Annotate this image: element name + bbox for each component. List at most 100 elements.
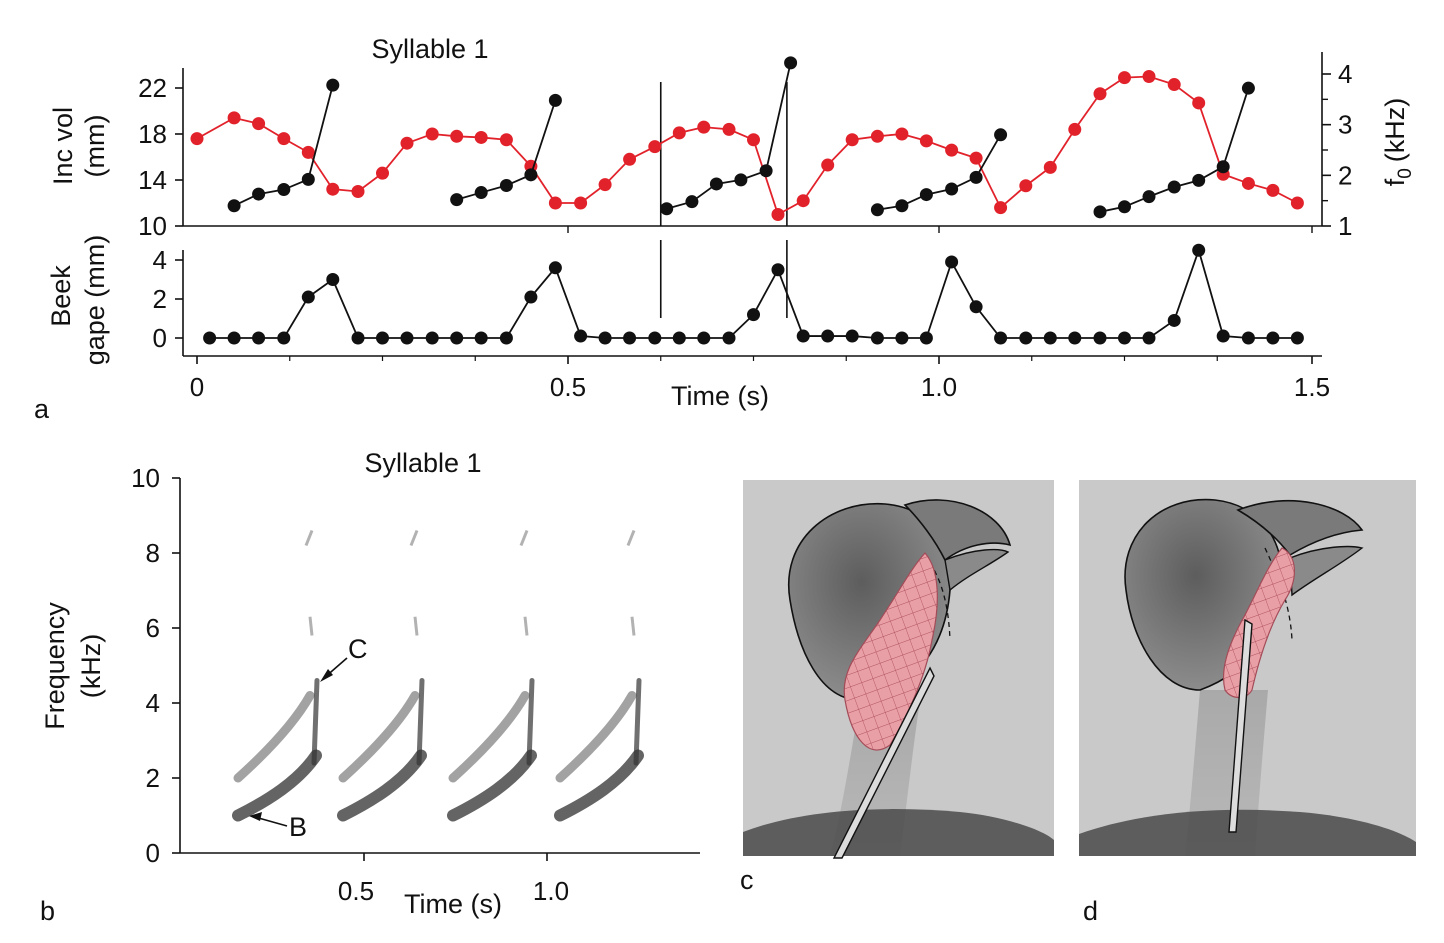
beek-gape-point: [623, 331, 637, 345]
ytick-label-f0: 3: [1338, 110, 1352, 140]
inc-vol-point: [969, 151, 983, 165]
inc-vol-point: [548, 196, 562, 210]
inc-vol-point: [623, 152, 637, 166]
f0-point: [919, 188, 933, 202]
ytick-label-inc-vol: 22: [138, 73, 167, 103]
beek-gape-point: [277, 331, 291, 345]
inc-vol-point: [697, 120, 711, 134]
ytick-label-frequency: 4: [146, 688, 160, 718]
panel-letter-a: a: [34, 394, 50, 424]
inc-vol-point: [574, 196, 588, 210]
high-component: [304, 529, 314, 547]
beek-gape-point: [227, 331, 241, 345]
inc-vol-point: [376, 166, 389, 180]
svg-text:C: C: [348, 634, 368, 664]
ylabel-inc-vol: Inc vol (mm): [48, 107, 110, 185]
inc-vol-point: [425, 127, 439, 141]
ytick-label-f0: 4: [1338, 59, 1352, 89]
ylabel-frequency-line2: (kHz): [76, 634, 106, 698]
sweep: [633, 678, 642, 766]
xtick-label-time: 0: [190, 372, 204, 402]
panel-c-image: c: [740, 480, 1054, 895]
f0-point: [660, 202, 674, 216]
beek-gape-point: [1068, 331, 1082, 345]
f0-point: [734, 173, 748, 187]
f0-point: [548, 93, 562, 107]
inc-vol-point: [648, 140, 662, 154]
beek-gape-point: [1142, 331, 1156, 345]
inc-vol-point: [1118, 71, 1131, 85]
inc-vol-point: [895, 127, 909, 141]
beek-gape-point: [400, 331, 414, 345]
svg-text:B: B: [289, 812, 307, 842]
axis-frequency: 0 2 4 6 8 10 0.5 1.0: [131, 463, 700, 906]
inc-vol-point: [474, 130, 488, 144]
panel-letter-d: d: [1083, 896, 1098, 926]
inc-vol-point: [994, 201, 1008, 215]
inc-vol-point: [945, 143, 959, 157]
beek-gape-point: [796, 329, 810, 343]
inc-vol-point: [722, 122, 736, 136]
inc-vol-point: [845, 133, 859, 147]
beek-gape-point: [771, 263, 785, 277]
ytick-label-frequency: 2: [146, 763, 160, 793]
ylabel-beek-line1: Beek: [46, 265, 76, 327]
f0-point: [499, 178, 513, 192]
harmonic-band: [233, 691, 315, 783]
xtick-label-spec: 1.0: [533, 876, 569, 906]
ytick-label-frequency: 8: [146, 538, 160, 568]
ytick-label-inc-vol: 10: [138, 211, 167, 241]
inc-vol-point: [1068, 122, 1082, 136]
inc-vol-point: [1266, 183, 1280, 197]
syllable: [232, 529, 322, 822]
ytick-label-frequency: 6: [146, 613, 160, 643]
f0-point: [1241, 81, 1255, 95]
beek-gape-point: [697, 331, 711, 345]
inc-vol-point: [747, 133, 760, 147]
ylabel-f0-unit: (kHz): [1380, 98, 1410, 162]
f0-point: [895, 199, 909, 213]
inc-vol-point: [1192, 96, 1206, 110]
beek-gape-point: [895, 331, 909, 345]
beek-gape-point: [450, 331, 464, 345]
f0-point: [969, 170, 983, 184]
inc-vol-point: [1290, 196, 1304, 210]
inc-vol-point: [598, 178, 612, 192]
beek-gape-point: [1290, 331, 1304, 345]
f0-point: [759, 164, 773, 178]
beek-gape-point: [870, 331, 884, 345]
high-component: [409, 529, 419, 547]
beek-gape-point: [994, 331, 1008, 345]
axis-beek-gape: 0 2 4 0 0.5 1.0 1.5: [153, 245, 1331, 402]
ylabel-inc-vol-line1: Inc vol: [48, 107, 78, 185]
f0-point: [784, 56, 798, 70]
beek-gape-point: [574, 329, 588, 343]
ylabel-f0-sub: 0: [1395, 168, 1416, 179]
f0-point: [685, 195, 699, 209]
spectrogram: [232, 529, 644, 822]
beek-gape-point: [969, 300, 983, 314]
xlabel-time-b: Time (s): [404, 889, 502, 919]
ytick-label-f0: 2: [1338, 160, 1352, 190]
beek-gape-point: [722, 331, 736, 345]
beek-gape-point: [1241, 331, 1255, 345]
inc-vol-point: [400, 136, 414, 150]
ylabel-frequency-line1: Frequency: [40, 602, 70, 730]
inc-vol-point: [1241, 176, 1255, 190]
inc-vol-point: [326, 182, 340, 196]
beek-gape-point: [1093, 331, 1107, 345]
beek-gape-point: [845, 329, 859, 343]
inc-vol-point: [1043, 160, 1057, 174]
inc-vol-point: [227, 111, 241, 125]
time-markers-bottom: [659, 240, 788, 318]
ytick-label-inc-vol: 18: [138, 119, 167, 149]
harmonic-band: [338, 691, 420, 783]
beek-gape-point: [326, 273, 340, 286]
beek-gape-point: [1192, 243, 1206, 257]
high-component: [630, 616, 636, 636]
f0-point: [474, 186, 488, 200]
sweep: [526, 678, 535, 766]
axis-f0: 1 2 3 4: [1321, 52, 1352, 241]
time-markers-top: [659, 82, 788, 226]
f0-point: [227, 199, 241, 213]
